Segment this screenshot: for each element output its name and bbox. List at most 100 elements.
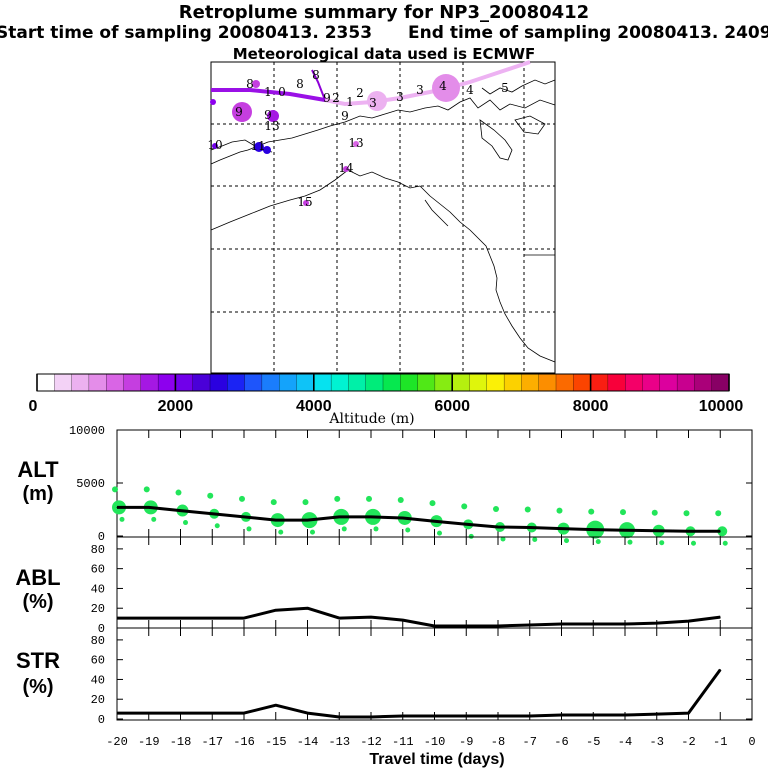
met-data-label: Meteorological data used is ECMWF [232, 45, 536, 63]
scatter-point [683, 510, 690, 517]
scatter-point [214, 523, 220, 529]
data-point [497, 715, 499, 717]
data-point [656, 622, 658, 624]
trajectory-label: 14 [338, 161, 354, 175]
y-tick-label: 5000 [76, 477, 105, 491]
y-tick-label: 60 [91, 563, 105, 577]
data-point [370, 716, 372, 718]
colorbar-cell [434, 373, 453, 392]
data-point [529, 715, 531, 717]
x-tick-label: -20 [106, 735, 128, 749]
data-point [338, 516, 340, 518]
trajectory-label: 8 [246, 77, 254, 91]
colorbar-cell [521, 373, 540, 392]
trajectory-label: 15 [297, 195, 312, 209]
scatter-point [334, 495, 341, 502]
scatter-point [302, 499, 309, 506]
scatter-point [595, 539, 601, 545]
colorbar-cell [36, 373, 55, 392]
data-point [307, 519, 308, 521]
x-tick-label: -10 [424, 735, 446, 749]
colorbar-cell [538, 373, 557, 392]
colorbar-cell [244, 373, 263, 392]
colorbar-cell [573, 373, 592, 392]
trajectory-label: 3 [369, 96, 377, 110]
colorbar-cell [642, 373, 661, 392]
scatter-point [468, 533, 474, 539]
scatter-point [397, 496, 404, 503]
trajectory-label: 4 [439, 79, 447, 93]
y-tick-label: 40 [91, 582, 105, 596]
scatter-point [373, 526, 379, 532]
panel-abl: ABL(%) 0 20 40 60 80 [15, 536, 753, 636]
colorbar-cell [486, 373, 505, 392]
scatter-point [278, 529, 284, 535]
x-tick-label: -4 [618, 735, 632, 749]
scatter-point [341, 526, 347, 532]
x-tick-label: -2 [681, 735, 695, 749]
panel-ylabel: ABL [15, 565, 60, 590]
y-tick-label: 20 [91, 602, 105, 616]
colorbar-cell [106, 373, 125, 392]
x-tick-label: -8 [491, 735, 505, 749]
data-point [116, 712, 118, 714]
panel-frame [116, 536, 753, 629]
colorbar-cell [469, 373, 488, 392]
data-point [624, 529, 626, 531]
colorbar-cell [694, 373, 713, 392]
data-point [307, 712, 308, 714]
trajectory-label: 13 [348, 136, 363, 150]
panel-yunit: (%) [22, 591, 53, 613]
x-tick-label: -14 [297, 735, 319, 749]
colorbar-cell [555, 373, 574, 392]
scatter-point [405, 527, 411, 533]
x-tick-label: -13 [328, 735, 350, 749]
map-graticule [211, 62, 555, 373]
y-tick-label: 80 [91, 634, 105, 648]
data-point [561, 623, 562, 625]
series-line [117, 505, 721, 533]
data-point [275, 609, 277, 611]
colorbar-cell [452, 373, 471, 392]
y-tick-label: 80 [91, 543, 105, 557]
data-point [402, 619, 404, 621]
scatter-point [588, 508, 595, 515]
scatter-point [246, 526, 252, 532]
scatter-point [239, 495, 245, 502]
data-point [180, 617, 181, 619]
colorbar-cell [503, 373, 522, 392]
data-point [116, 617, 118, 619]
scatter-point [627, 539, 633, 545]
trajectory-label: 13 [264, 119, 279, 133]
data-point [688, 620, 689, 622]
colorbar-cell [607, 373, 626, 392]
scatter-point [151, 516, 157, 522]
trajectory-label: 9 [235, 105, 243, 119]
x-tick-label: 0 [748, 735, 755, 749]
trajectory-label: 11 [250, 139, 265, 153]
data-point [592, 623, 594, 625]
scatter-point [524, 506, 531, 513]
data-point [434, 520, 435, 522]
scatter-point [366, 495, 372, 502]
data-point [148, 712, 150, 714]
colorbar-cell [88, 373, 107, 392]
data-point [656, 530, 658, 532]
colorbar-cell [590, 373, 609, 392]
scatter-point [270, 499, 277, 506]
scatter-point [500, 536, 506, 542]
colorbar-cell [330, 373, 349, 392]
data-point [180, 510, 181, 512]
trajectory-label: 9 [341, 109, 349, 123]
colorbar-tick-label: 0 [29, 398, 38, 415]
colorbar-cell [123, 373, 142, 392]
x-tick-label: -12 [360, 735, 382, 749]
scatter-point [437, 530, 442, 536]
colorbar-cell [417, 373, 436, 392]
x-tick-label: -3 [650, 735, 664, 749]
colorbar-cell [348, 373, 367, 392]
panel-str: STR (%) 0 20 40 60 80 [16, 627, 753, 727]
panel-yunit: (%) [22, 676, 53, 698]
trajectory-label: 2 [332, 91, 340, 105]
sampling-times: Start time of sampling 20080413. 2353 End… [0, 23, 768, 43]
